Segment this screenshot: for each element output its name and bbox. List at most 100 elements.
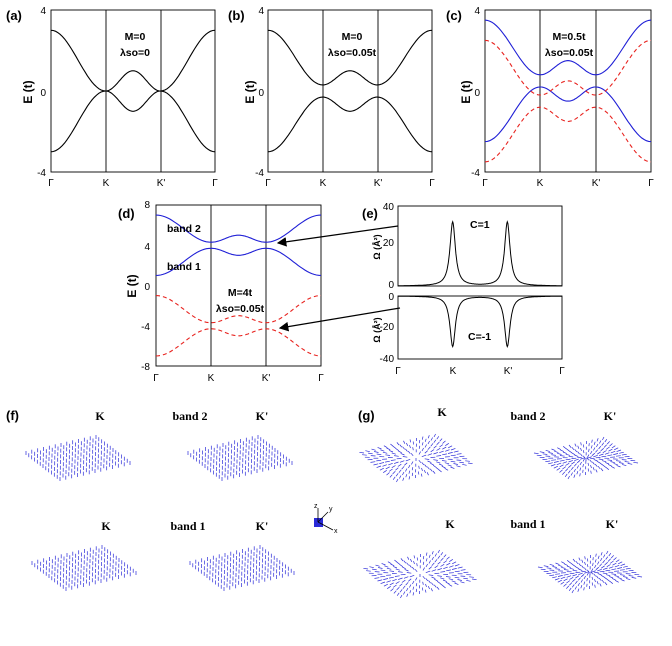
ytick-d-0: 8 xyxy=(144,200,150,211)
spin-vector xyxy=(586,564,589,568)
spin-vector xyxy=(424,450,429,454)
f-band1-label: band 1 xyxy=(170,519,205,533)
spin-vector xyxy=(438,463,443,466)
spin-vector xyxy=(612,578,616,581)
spin-vector xyxy=(605,446,610,450)
spin-vector xyxy=(562,461,568,464)
spin-vector xyxy=(582,455,586,459)
panel-label-a: (a) xyxy=(6,8,22,23)
spin-vector xyxy=(549,563,555,566)
spin-vector xyxy=(430,443,434,447)
f-k-top-label: K xyxy=(95,409,105,423)
spin-vector xyxy=(454,576,460,579)
spin-vector xyxy=(444,462,450,465)
spin-vector xyxy=(430,449,435,453)
spin-vector xyxy=(433,584,437,588)
band-curve-b-0 xyxy=(267,29,433,86)
spin-vector xyxy=(601,460,607,463)
spin-vector xyxy=(587,454,590,458)
spin-vector xyxy=(599,583,602,587)
spin-vector xyxy=(448,445,453,449)
band-curve-d-3 xyxy=(155,328,322,357)
spin-vector xyxy=(441,460,447,462)
triad-y-axis xyxy=(317,511,329,523)
spin-vector xyxy=(582,450,585,454)
spin-vector xyxy=(448,578,454,581)
spin-vector xyxy=(561,566,566,569)
spin-vector xyxy=(621,464,627,467)
xtick-b-0: Γ xyxy=(265,178,271,189)
spin-vector xyxy=(433,433,436,438)
spin-vector xyxy=(605,467,610,470)
ylabel-e-top: Ω (Å²) xyxy=(372,234,382,259)
spin-vector xyxy=(606,564,611,568)
xtick-d-0: Γ xyxy=(153,373,159,384)
ytick-d-1: 4 xyxy=(144,242,150,253)
band-curve-c-0 xyxy=(484,19,652,76)
spin-vector xyxy=(462,463,467,466)
spin-vector xyxy=(577,577,581,581)
spin-vector xyxy=(382,451,388,454)
spin-vector xyxy=(383,578,389,580)
spin-vector xyxy=(459,461,464,464)
spin-vector xyxy=(439,450,444,454)
spin-vector xyxy=(406,587,409,592)
vector-field-g-band2-k xyxy=(359,433,473,483)
spin-vector xyxy=(609,581,614,584)
xtick-e-3: Γ xyxy=(559,366,565,377)
spin-vector xyxy=(444,467,449,471)
spin-vector xyxy=(560,581,565,585)
spin-vector xyxy=(597,573,602,576)
spin-vector xyxy=(449,565,454,568)
spin-vector xyxy=(409,574,415,578)
g-k-top-label: K xyxy=(437,405,447,419)
spin-vector xyxy=(399,460,405,463)
spin-vector xyxy=(543,565,549,567)
spin-vector xyxy=(582,464,584,468)
spin-vector xyxy=(533,452,539,455)
spin-vector xyxy=(389,576,394,579)
spin-vector xyxy=(560,576,566,580)
spin-vector xyxy=(596,575,599,579)
spin-vector xyxy=(376,459,382,462)
spin-vector xyxy=(605,574,611,577)
spin-vector xyxy=(568,587,572,591)
spin-vector xyxy=(572,574,578,577)
spin-vector xyxy=(568,460,574,463)
spin-vector xyxy=(421,447,424,452)
spin-vector xyxy=(591,452,596,456)
spin-vector xyxy=(430,462,434,466)
spin-vector xyxy=(627,463,633,465)
spin-vector xyxy=(562,471,566,475)
spin-vector xyxy=(409,564,412,568)
spin-vector xyxy=(438,469,442,473)
spin-vector xyxy=(436,441,440,446)
spin-vector xyxy=(430,588,433,592)
spin-vector xyxy=(600,468,604,472)
spin-vector xyxy=(551,448,556,451)
spin-vector xyxy=(565,468,569,472)
spin-vector xyxy=(601,579,605,584)
spin-vector xyxy=(380,575,386,578)
ytick-c-top: 4 xyxy=(474,6,480,17)
spin-vector xyxy=(598,445,602,450)
spin-vector xyxy=(436,436,440,440)
ytick-d-4: -8 xyxy=(141,362,150,373)
triad-y-label: y xyxy=(329,506,333,513)
spin-vector xyxy=(418,440,421,444)
panel-label-e: (e) xyxy=(362,206,378,221)
spin-vector xyxy=(605,462,610,465)
annotation-e-top: C=1 xyxy=(470,219,490,231)
annotation-c-2: λso=0.05t xyxy=(545,47,594,59)
panel-label-g: (g) xyxy=(358,408,375,423)
spin-vector xyxy=(593,573,596,577)
spin-vector xyxy=(406,442,409,446)
spin-vector xyxy=(467,462,473,465)
spin-vector xyxy=(404,569,409,572)
arrow-cm1-to-band1 xyxy=(278,307,401,332)
spin-vector xyxy=(591,570,596,573)
ytick-e-top-0: 40 xyxy=(383,202,395,213)
spin-vector xyxy=(578,557,581,561)
band-curve-d-0 xyxy=(155,214,322,243)
spin-vector xyxy=(422,556,425,560)
